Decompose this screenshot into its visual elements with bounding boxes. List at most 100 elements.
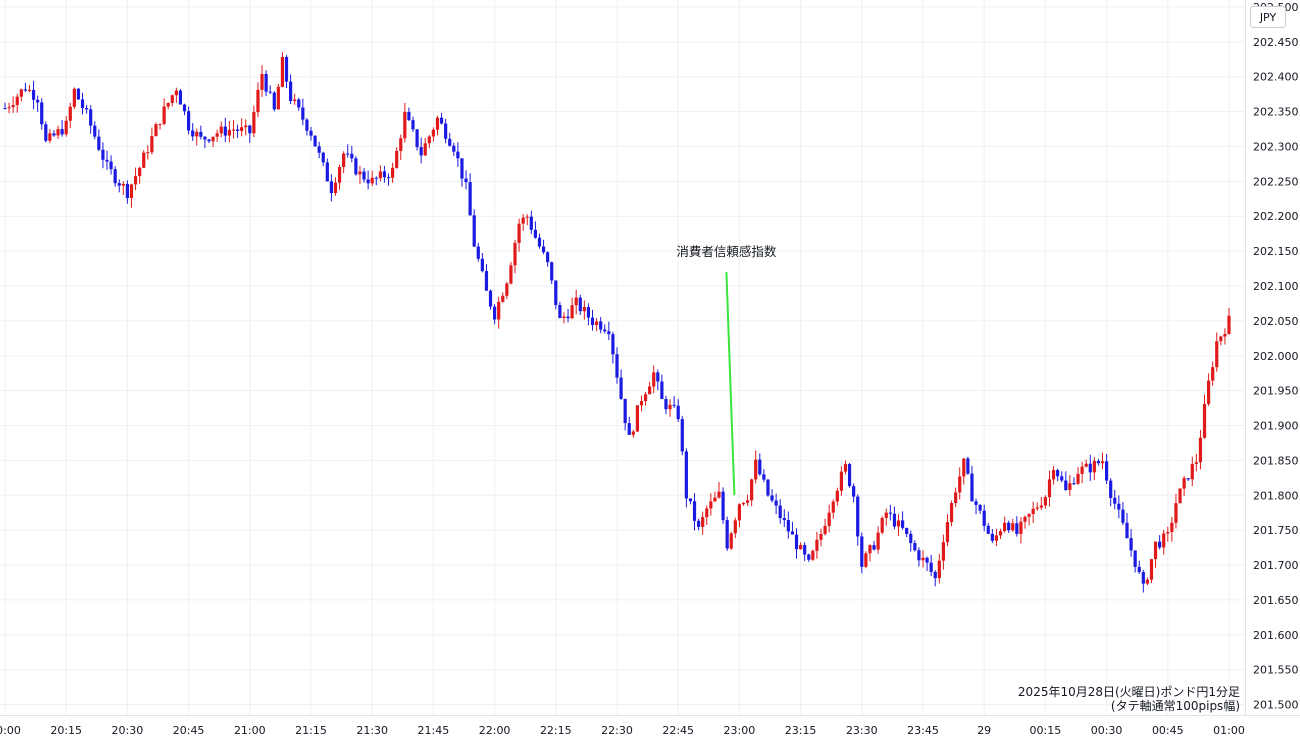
candle-body bbox=[627, 423, 631, 435]
candle-body bbox=[284, 57, 289, 82]
candle-body bbox=[1088, 463, 1092, 473]
candle-body bbox=[174, 90, 178, 96]
candle-body bbox=[484, 271, 489, 291]
chart-caption-line1: 2025年10月28日(火曜日)ポンド円1分足 bbox=[1017, 685, 1240, 699]
x-tick-label: 21:30 bbox=[356, 724, 388, 737]
candle-body bbox=[1080, 466, 1084, 474]
candle-body bbox=[1141, 572, 1145, 584]
candle-body bbox=[578, 297, 582, 312]
candle-body bbox=[562, 316, 566, 319]
candle-body bbox=[680, 419, 684, 452]
candle-body bbox=[827, 512, 831, 526]
candle-body bbox=[89, 109, 93, 126]
candle-body bbox=[1215, 341, 1219, 368]
candle-body bbox=[382, 171, 387, 178]
chart-caption: 2025年10月28日(火曜日)ポンド円1分足 (タテ軸通常100pips幅) bbox=[1018, 685, 1240, 713]
candle-body bbox=[554, 280, 558, 305]
candle-body bbox=[1023, 516, 1027, 522]
candle-body bbox=[444, 123, 448, 139]
candle-body bbox=[166, 102, 170, 107]
candle-body bbox=[40, 102, 44, 125]
x-tick-label: 22:15 bbox=[540, 724, 572, 737]
candle-body bbox=[182, 104, 187, 112]
candle-body bbox=[85, 108, 89, 110]
candle-body bbox=[358, 171, 362, 175]
candle-body bbox=[970, 473, 974, 502]
x-tick-label: 22:45 bbox=[662, 724, 694, 737]
candle-body bbox=[794, 534, 799, 550]
candle-body bbox=[868, 545, 872, 554]
candle-body bbox=[1158, 541, 1162, 548]
candle-body bbox=[529, 216, 533, 230]
candle-body bbox=[256, 89, 260, 113]
candle-body bbox=[1194, 462, 1198, 464]
candle-body bbox=[1084, 463, 1088, 467]
candle-body bbox=[786, 520, 790, 532]
candle-body bbox=[1227, 315, 1231, 334]
candle-body bbox=[1076, 473, 1080, 484]
y-tick-label: 202.150 bbox=[1253, 245, 1299, 258]
candle-body bbox=[276, 86, 280, 110]
candle-body bbox=[1162, 533, 1166, 548]
candle-body bbox=[68, 106, 72, 121]
candle-body bbox=[146, 152, 150, 154]
candle-body bbox=[1211, 367, 1215, 381]
candle-body bbox=[464, 178, 468, 183]
candle-body bbox=[101, 149, 105, 160]
candle-body bbox=[937, 560, 941, 579]
y-tick-label: 201.700 bbox=[1253, 559, 1299, 572]
candle-body bbox=[346, 153, 350, 155]
candle-body bbox=[896, 520, 901, 527]
candle-body bbox=[941, 542, 945, 561]
y-tick-label: 201.900 bbox=[1253, 420, 1299, 433]
candle-body bbox=[884, 512, 888, 518]
candle-body bbox=[525, 216, 529, 218]
candle-body bbox=[11, 105, 15, 108]
candle-body bbox=[36, 99, 40, 103]
candle-body bbox=[697, 520, 701, 527]
candle-body bbox=[1027, 514, 1031, 517]
candle-body bbox=[337, 167, 342, 183]
candle-body bbox=[268, 91, 272, 93]
candle-body bbox=[244, 125, 248, 128]
candle-body bbox=[203, 136, 207, 140]
candle-body bbox=[350, 153, 354, 159]
y-tick-label: 202.400 bbox=[1253, 71, 1299, 84]
x-tick-label: 29 bbox=[977, 724, 991, 737]
candle-body bbox=[876, 532, 880, 550]
candle-body bbox=[191, 130, 195, 137]
candle-body bbox=[415, 129, 419, 148]
y-tick-label: 202.100 bbox=[1253, 280, 1299, 293]
candle-body bbox=[403, 111, 407, 139]
candle-body bbox=[668, 404, 672, 410]
candle-body bbox=[211, 136, 215, 142]
candle-body bbox=[1039, 505, 1043, 508]
candle-body bbox=[488, 290, 493, 307]
candle-body bbox=[1035, 507, 1039, 509]
candle-body bbox=[839, 471, 843, 491]
candle-body bbox=[778, 505, 782, 519]
candle-body bbox=[574, 297, 578, 306]
candle-body bbox=[248, 125, 252, 134]
currency-label[interactable]: JPY bbox=[1250, 6, 1286, 28]
candle-body bbox=[1219, 336, 1223, 342]
candle-body bbox=[541, 246, 546, 253]
candle-body bbox=[162, 106, 166, 124]
candle-body bbox=[1100, 461, 1105, 464]
candle-body bbox=[864, 553, 868, 567]
candle-body bbox=[1153, 541, 1158, 560]
candle-body bbox=[476, 246, 480, 259]
candle-body bbox=[582, 307, 586, 312]
candle-body bbox=[945, 522, 950, 543]
candle-body bbox=[313, 135, 317, 147]
candle-body bbox=[460, 158, 464, 179]
y-tick-label: 202.250 bbox=[1253, 175, 1299, 188]
candle-body bbox=[619, 377, 623, 399]
x-tick-label: 20:00 bbox=[0, 724, 21, 737]
candle-body bbox=[762, 474, 766, 480]
candle-body bbox=[19, 89, 23, 97]
candle-body bbox=[497, 301, 501, 320]
candle-body bbox=[550, 262, 554, 281]
candle-body bbox=[289, 81, 293, 102]
event-annotation-line bbox=[725, 272, 736, 496]
